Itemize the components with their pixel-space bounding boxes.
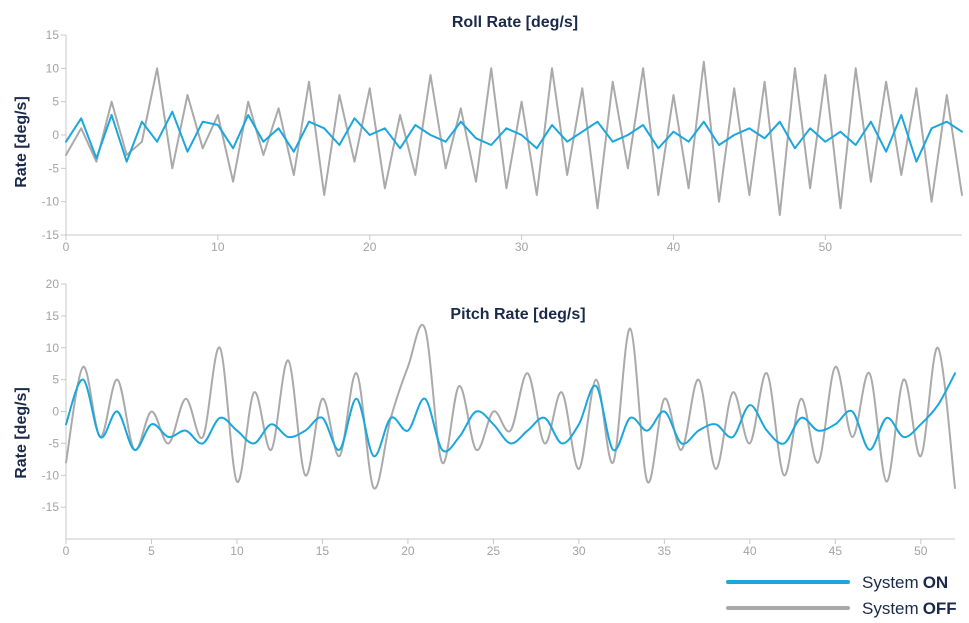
roll-y-tick-label: 5 xyxy=(52,95,59,109)
legend-prefix-on: System xyxy=(862,573,919,592)
pitch-x-tick-label: 35 xyxy=(658,544,672,558)
roll-x-tick-label: 0 xyxy=(63,240,70,254)
pitch-x-tick-label: 25 xyxy=(487,544,501,558)
pitch-y-tick-label: 15 xyxy=(46,309,60,323)
legend-prefix-off: System xyxy=(862,599,919,618)
pitch-x-tick-label: 10 xyxy=(230,544,244,558)
pitch-chart-title: Pitch Rate [deg/s] xyxy=(450,306,585,323)
roll-y-tick-label: -15 xyxy=(42,228,60,242)
pitch-x-tick-label: 50 xyxy=(914,544,928,558)
pitch-y-tick-label: -15 xyxy=(42,500,60,514)
roll-y-tick-label: 10 xyxy=(46,61,60,75)
roll-x-tick-label: 20 xyxy=(363,240,377,254)
pitch-y-tick-label: 10 xyxy=(46,341,60,355)
roll-rate-panel: Roll Rate [deg/s] Rate [deg/s] -15 -10 -5 0… xyxy=(13,14,963,254)
roll-series-system-on-line xyxy=(65,110,963,163)
pitch-series-system-off-line xyxy=(65,324,956,490)
pitch-y-tick-label: 0 xyxy=(52,405,59,419)
pitch-x-tick-label: 30 xyxy=(572,544,586,558)
pitch-y-tick-label: -5 xyxy=(48,436,59,450)
pitch-x-tick-label: 20 xyxy=(401,544,415,558)
pitch-rate-panel: Pitch Rate [deg/s] Rate [deg/s] -15 -10 -5… xyxy=(13,277,956,558)
roll-y-axis-label: Rate [deg/s] xyxy=(13,96,30,188)
pitch-y-tick-label: 20 xyxy=(46,277,60,291)
legend: System ON System OFF xyxy=(726,573,957,618)
pitch-y-tick-label: 5 xyxy=(52,373,59,387)
pitch-x-tick-label: 40 xyxy=(743,544,757,558)
pitch-y-axis-label: Rate [deg/s] xyxy=(13,387,30,479)
pitch-x-tick-label: 0 xyxy=(63,544,70,558)
legend-strong-off: OFF xyxy=(923,599,957,618)
roll-y-tick-label: 0 xyxy=(52,128,59,142)
pitch-series-system-on-line xyxy=(65,372,956,458)
pitch-x-tick-label: 45 xyxy=(829,544,843,558)
pitch-x-tick-label: 15 xyxy=(316,544,330,558)
roll-x-tick-label: 50 xyxy=(819,240,833,254)
roll-x-tick-label: 10 xyxy=(211,240,225,254)
legend-label-system-on: System ON xyxy=(862,573,948,592)
roll-series-system-off-line xyxy=(65,60,963,216)
roll-x-tick-label: 40 xyxy=(667,240,681,254)
roll-y-tick-label: -5 xyxy=(48,161,59,175)
legend-strong-on: ON xyxy=(923,573,949,592)
pitch-x-tick-label: 5 xyxy=(148,544,155,558)
roll-y-tick-label: 15 xyxy=(46,28,60,42)
roll-chart-title: Roll Rate [deg/s] xyxy=(452,14,578,31)
roll-y-tick-label: -10 xyxy=(42,195,60,209)
roll-x-tick-label: 30 xyxy=(515,240,529,254)
legend-label-system-off: System OFF xyxy=(862,599,957,618)
pitch-y-tick-label: -10 xyxy=(42,468,60,482)
